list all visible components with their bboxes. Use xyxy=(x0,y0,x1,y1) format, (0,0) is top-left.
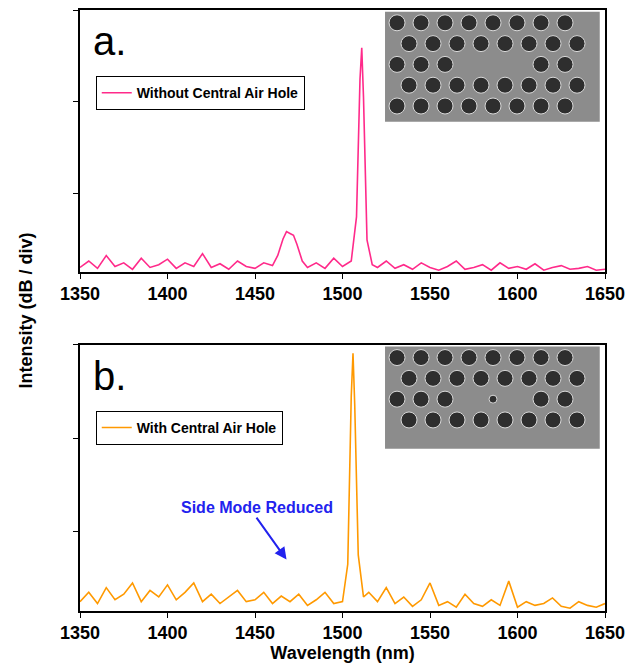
svg-text:1450: 1450 xyxy=(235,623,275,643)
svg-text:With Central Air Hole: With Central Air Hole xyxy=(137,420,277,436)
svg-text:1500: 1500 xyxy=(322,623,362,643)
svg-text:1500: 1500 xyxy=(322,284,362,304)
svg-text:b.: b. xyxy=(93,354,126,398)
svg-text:1600: 1600 xyxy=(497,284,537,304)
svg-text:1350: 1350 xyxy=(60,284,100,304)
svg-text:1550: 1550 xyxy=(410,284,450,304)
svg-text:1400: 1400 xyxy=(147,284,187,304)
svg-text:1600: 1600 xyxy=(497,623,537,643)
svg-text:1350: 1350 xyxy=(60,623,100,643)
svg-text:Side Mode Reduced: Side Mode Reduced xyxy=(181,499,333,516)
svg-text:Intensity (dB / div): Intensity (dB / div) xyxy=(16,232,36,388)
svg-text:Without Central Air Hole: Without Central Air Hole xyxy=(137,85,298,101)
svg-text:1550: 1550 xyxy=(410,623,450,643)
svg-text:1650: 1650 xyxy=(585,284,625,304)
svg-text:a.: a. xyxy=(93,19,126,63)
svg-text:Wavelength (nm): Wavelength (nm) xyxy=(270,643,414,663)
svg-text:1650: 1650 xyxy=(585,623,625,643)
svg-text:1400: 1400 xyxy=(147,623,187,643)
svg-text:1450: 1450 xyxy=(235,284,275,304)
